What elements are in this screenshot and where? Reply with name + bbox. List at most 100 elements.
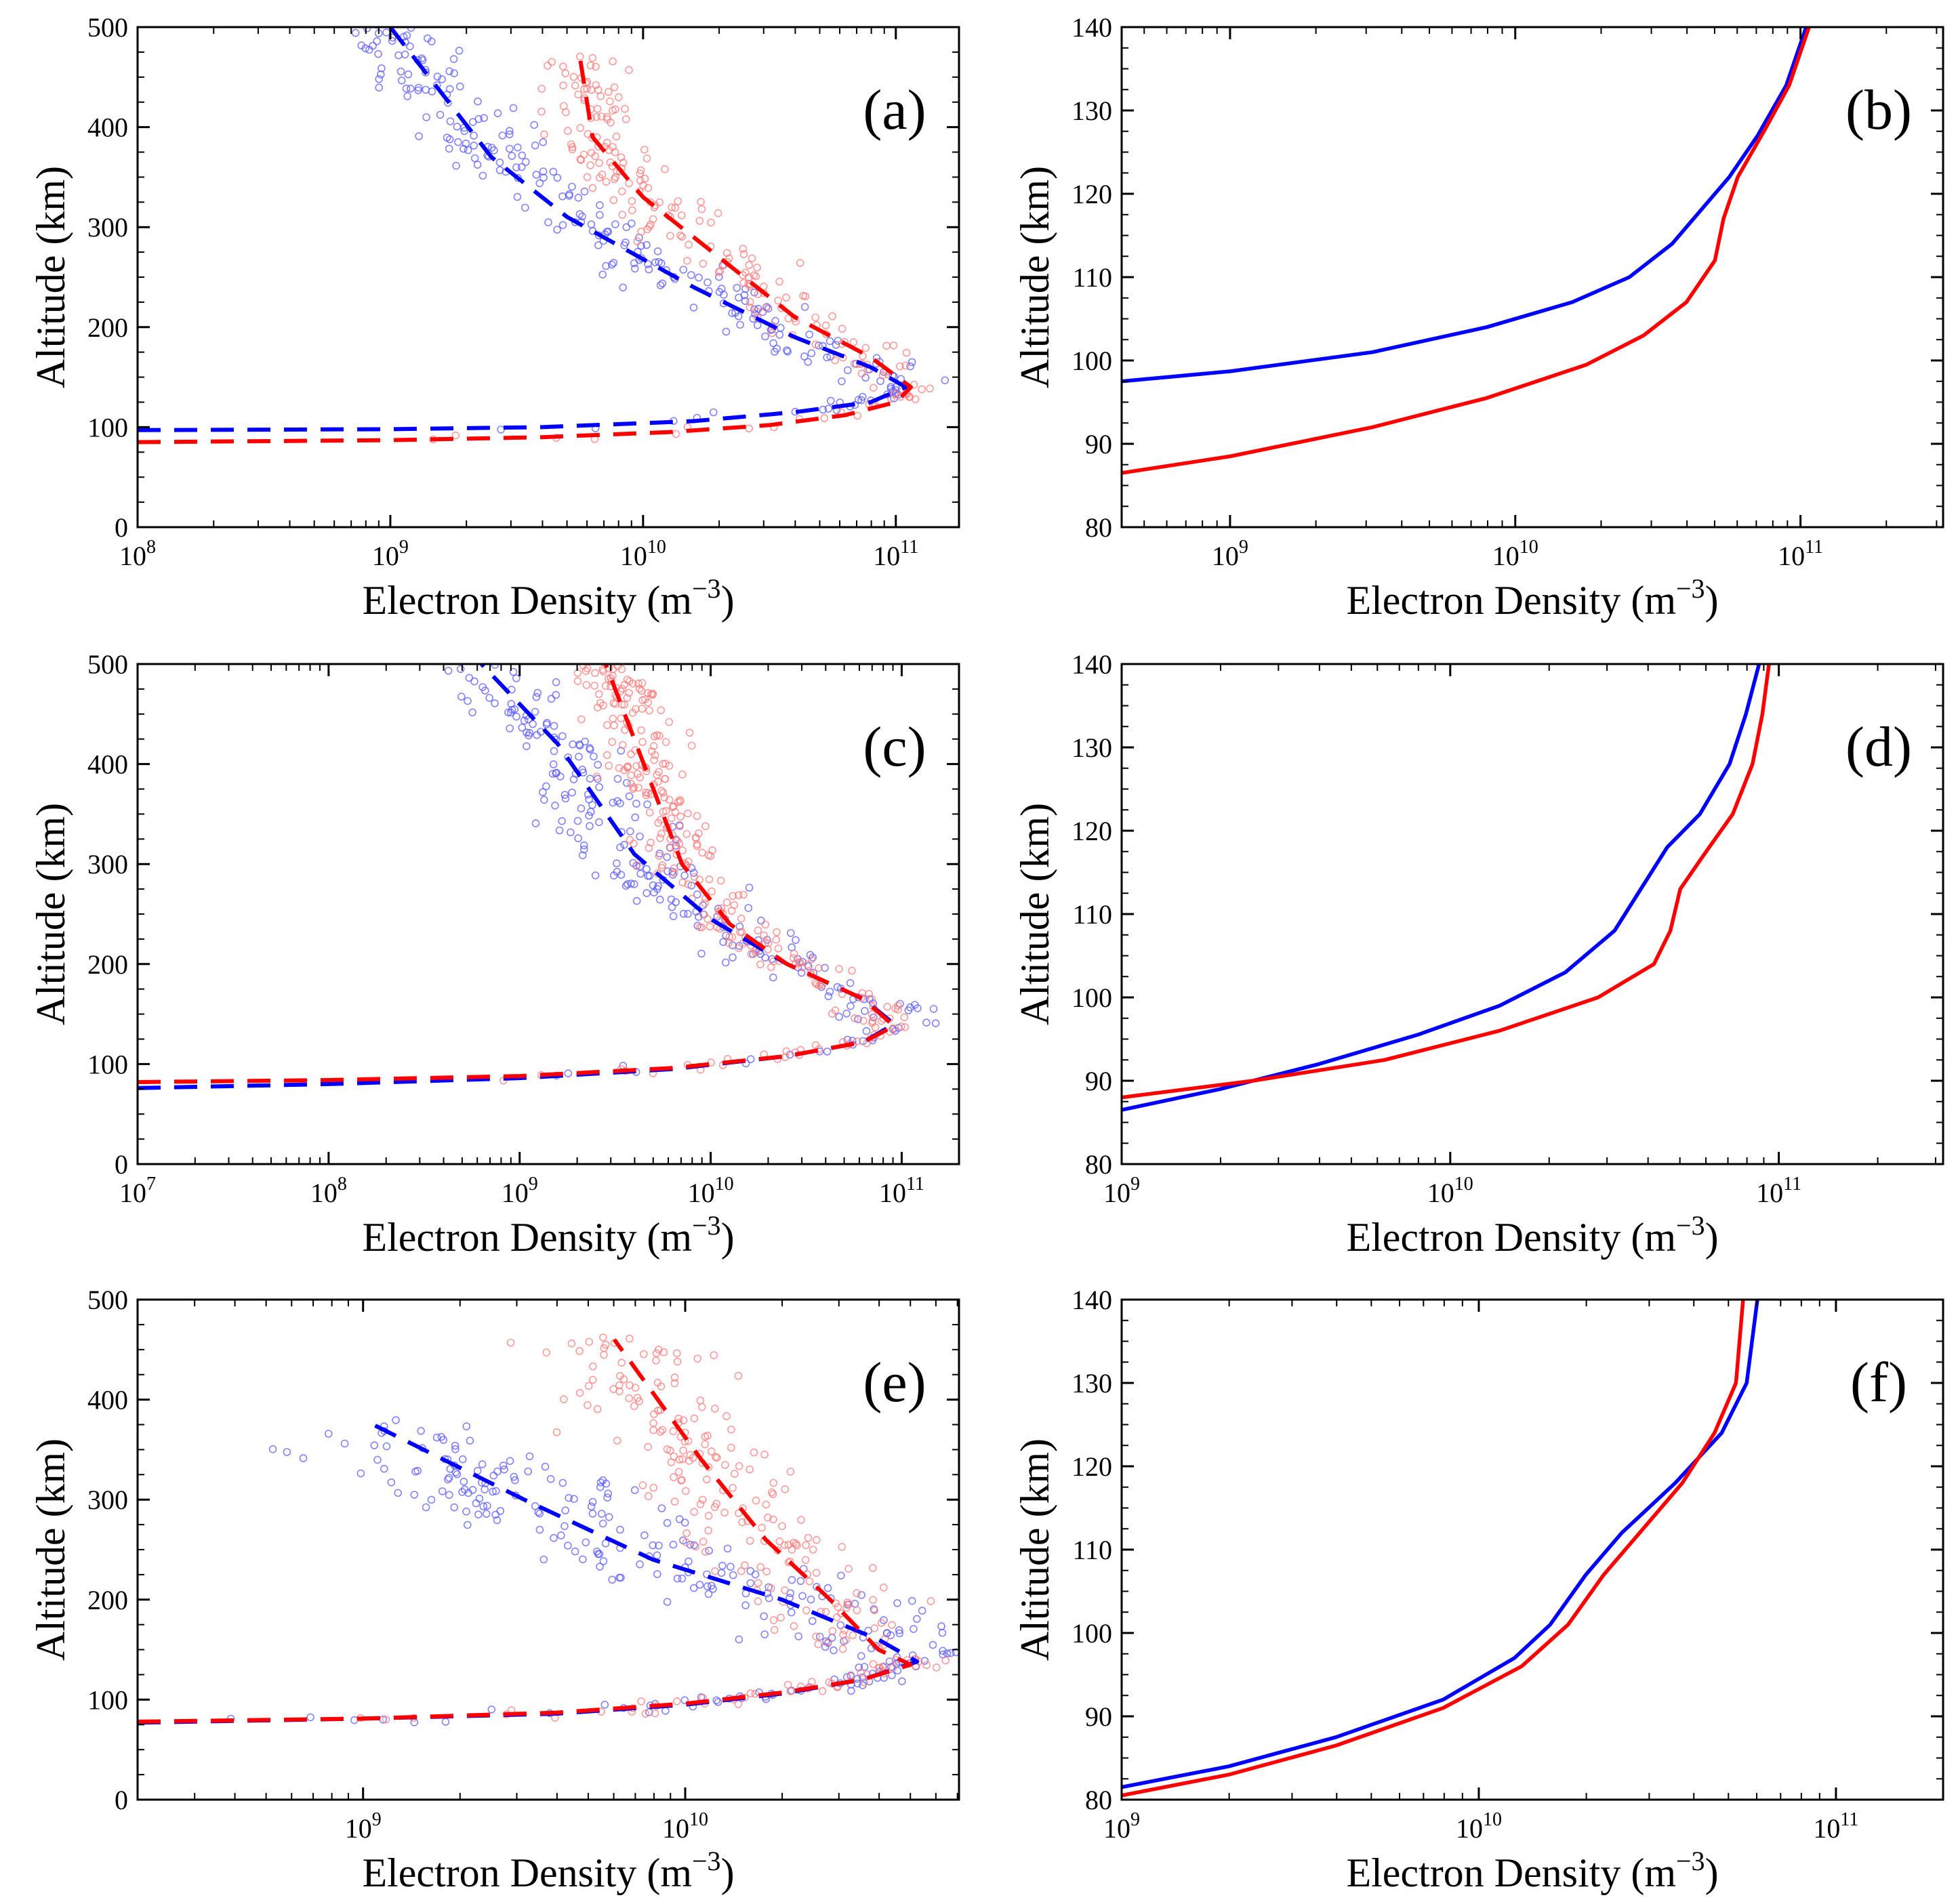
data-point-red bbox=[820, 414, 828, 422]
data-point-red bbox=[610, 175, 619, 184]
data-point-blue bbox=[478, 171, 487, 180]
data-point-red bbox=[637, 726, 646, 734]
data-point-red bbox=[849, 1631, 857, 1640]
y-tick-label: 110 bbox=[1072, 1535, 1112, 1565]
data-point-red bbox=[758, 1523, 766, 1532]
data-point-blue bbox=[561, 794, 570, 803]
data-point-red bbox=[711, 1567, 719, 1575]
data-point-red bbox=[734, 1371, 743, 1380]
data-point-blue bbox=[375, 75, 384, 83]
data-point-red bbox=[880, 1584, 888, 1592]
data-point-red bbox=[853, 411, 861, 420]
data-point-blue bbox=[535, 1510, 544, 1518]
data-point-red bbox=[620, 701, 628, 709]
y-tick-label: 100 bbox=[1072, 1618, 1112, 1649]
data-point-red bbox=[615, 1381, 624, 1390]
data-point-red bbox=[671, 203, 680, 212]
data-point-red bbox=[782, 1047, 791, 1056]
data-point-blue bbox=[470, 142, 478, 150]
data-point-red bbox=[542, 1348, 551, 1357]
data-point-red bbox=[614, 93, 623, 102]
data-point-blue bbox=[571, 1547, 579, 1556]
data-point-blue bbox=[596, 1478, 605, 1487]
data-point-blue bbox=[857, 1591, 865, 1599]
data-point-red bbox=[668, 203, 676, 211]
data-point-red bbox=[883, 1003, 891, 1011]
data-point-red bbox=[638, 738, 647, 746]
y-tick-label: 100 bbox=[87, 412, 128, 442]
data-point-blue bbox=[499, 1462, 508, 1470]
data-point-red bbox=[657, 1382, 666, 1390]
data-point-red bbox=[710, 1351, 718, 1359]
data-point-red bbox=[603, 751, 611, 760]
data-point-blue bbox=[800, 303, 809, 311]
data-point-blue bbox=[718, 1562, 727, 1570]
data-point-red bbox=[868, 1017, 877, 1025]
data-point-red bbox=[897, 1022, 905, 1031]
data-point-blue bbox=[387, 1478, 396, 1487]
data-point-red bbox=[859, 352, 867, 360]
y-tick-label: 90 bbox=[1085, 1066, 1112, 1096]
data-point-red bbox=[746, 1537, 754, 1545]
data-point-blue bbox=[541, 1462, 550, 1471]
data-point-blue bbox=[573, 816, 582, 825]
data-point-red bbox=[739, 271, 747, 279]
data-point-red bbox=[567, 1340, 576, 1348]
data-point-red bbox=[666, 844, 674, 852]
data-point-red bbox=[537, 85, 546, 93]
data-point-blue bbox=[375, 83, 384, 91]
data-point-blue bbox=[443, 133, 451, 142]
data-point-blue bbox=[800, 352, 809, 360]
data-point-blue bbox=[844, 366, 852, 375]
data-point-red bbox=[922, 1661, 931, 1670]
data-point-blue bbox=[626, 827, 634, 835]
data-point-red bbox=[804, 1533, 813, 1542]
data-point-red bbox=[703, 1475, 711, 1484]
data-point-blue bbox=[620, 841, 628, 849]
data-point-blue bbox=[637, 241, 645, 250]
data-point-blue bbox=[619, 283, 628, 292]
data-point-red bbox=[669, 1427, 678, 1435]
data-point-red bbox=[805, 1577, 814, 1586]
data-point-red bbox=[698, 1403, 706, 1411]
data-point-blue bbox=[512, 163, 521, 171]
plot-area bbox=[138, 664, 940, 1090]
data-point-blue bbox=[564, 1541, 572, 1550]
data-point-red bbox=[729, 1484, 737, 1492]
data-point-blue bbox=[854, 1015, 862, 1023]
data-point-red bbox=[663, 1445, 672, 1453]
data-point-blue bbox=[835, 1012, 843, 1021]
x-tick-label: 1011 bbox=[1756, 1174, 1801, 1208]
data-point-blue bbox=[837, 1571, 845, 1580]
y-tick-label: 400 bbox=[87, 112, 128, 143]
data-point-red bbox=[575, 1388, 584, 1397]
data-point-blue bbox=[613, 797, 621, 806]
data-point-red bbox=[848, 966, 856, 975]
data-point-red bbox=[673, 1697, 681, 1705]
data-point-blue bbox=[857, 396, 865, 405]
data-point-blue bbox=[679, 266, 688, 274]
data-point-blue bbox=[574, 193, 583, 202]
data-point-red bbox=[754, 290, 762, 298]
data-point-red bbox=[640, 174, 649, 183]
x-tick-label: 1010 bbox=[662, 1809, 708, 1844]
y-tick-label: 80 bbox=[1085, 512, 1112, 543]
data-point-blue bbox=[538, 788, 547, 796]
y-tick-label: 80 bbox=[1085, 1785, 1112, 1815]
data-point-blue bbox=[630, 1486, 639, 1494]
data-point-blue bbox=[524, 1467, 533, 1476]
data-point-red bbox=[701, 1440, 709, 1449]
data-point-red bbox=[769, 1478, 777, 1487]
data-point-red bbox=[658, 1426, 667, 1434]
data-point-red bbox=[638, 705, 647, 713]
data-point-blue bbox=[695, 273, 703, 282]
x-tick-label: 109 bbox=[345, 1809, 382, 1844]
data-point-red bbox=[746, 297, 754, 306]
data-point-blue bbox=[533, 688, 542, 697]
data-point-blue bbox=[952, 1648, 959, 1657]
data-point-red bbox=[675, 1455, 684, 1464]
data-point-blue bbox=[512, 712, 521, 721]
data-point-blue bbox=[796, 1577, 805, 1586]
y-tick-label: 500 bbox=[87, 12, 128, 43]
data-point-red bbox=[774, 296, 782, 305]
